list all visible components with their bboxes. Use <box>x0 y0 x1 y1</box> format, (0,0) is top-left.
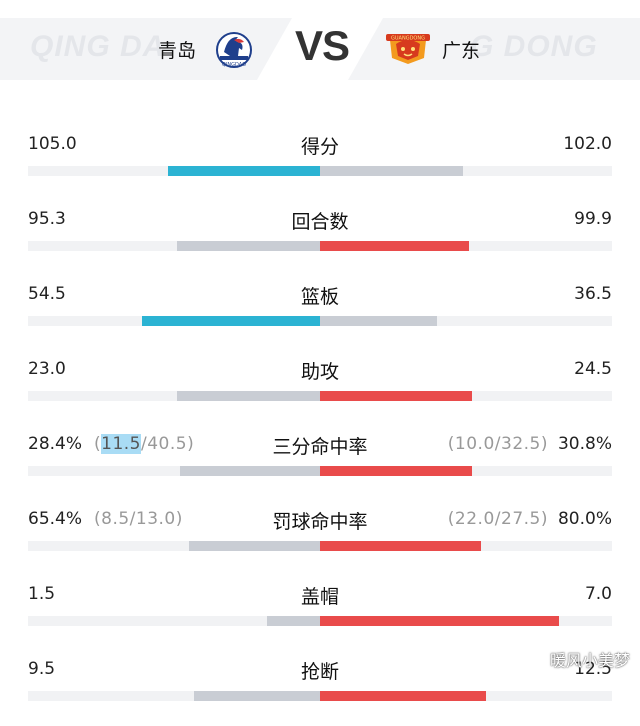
away-stat-bar <box>320 391 472 401</box>
home-stat-value: 95.3 <box>28 209 66 229</box>
home-stat-bar <box>168 166 320 176</box>
home-stat-bar <box>194 691 320 701</box>
stat-row: 65.4% (8.5/13.0) 罚球命中率 (22.0/27.5) 80.0% <box>0 501 640 576</box>
matchup-header: QING DA G DONG 青岛 QINGDAO VS GUANGDONG 广… <box>0 0 640 100</box>
home-stat-value: 23.0 <box>28 359 66 379</box>
stat-row: 105.0 得分 102.0 <box>0 126 640 201</box>
stat-row: 54.5 篮板 36.5 <box>0 276 640 351</box>
stat-label: 得分 <box>300 136 339 158</box>
home-detail-text: (8.5/13.0) <box>94 509 183 529</box>
qingdao-eagles-logo[interactable]: QINGDAO <box>214 28 254 72</box>
home-team-name[interactable]: 青岛 <box>158 40 197 62</box>
stat-bar-track <box>28 616 612 626</box>
stat-bar-track <box>28 166 612 176</box>
away-stat-bar <box>320 316 437 326</box>
away-stat-bar <box>320 691 487 701</box>
vs-label: VS <box>294 22 350 69</box>
stat-bar-track <box>28 691 612 701</box>
away-stat-value: 99.9 <box>574 209 612 229</box>
stat-row: 28.4% (11.5/40.5) 三分命中率 (10.0/32.5) 30.8% <box>0 426 640 501</box>
home-watermark: QING DA <box>30 30 166 63</box>
away-stat-value: 24.5 <box>574 359 612 379</box>
svg-text:GUANGDONG: GUANGDONG <box>391 36 425 42</box>
home-stat-value: 1.5 <box>28 584 56 604</box>
away-stat-bar <box>320 241 469 251</box>
away-stat-value: 102.0 <box>563 134 612 154</box>
guangdong-tigers-logo[interactable]: GUANGDONG <box>384 32 432 66</box>
svg-text:QINGDAO: QINGDAO <box>222 62 246 68</box>
home-stat-bar <box>179 466 320 476</box>
stat-bar-track <box>28 241 612 251</box>
stat-row: 95.3 回合数 99.9 <box>0 201 640 276</box>
stat-bar-track <box>28 391 612 401</box>
home-detail-text: ( <box>94 434 102 454</box>
home-stat-bar <box>188 541 320 551</box>
away-stat-value: 80.0% <box>557 509 612 529</box>
home-stat-value: 65.4% <box>28 509 83 529</box>
stat-label: 回合数 <box>291 211 349 233</box>
stat-label: 抢断 <box>300 661 339 683</box>
home-stat-detail: (11.5/40.5) <box>94 434 194 454</box>
stat-row: 1.5 盖帽 7.0 <box>0 576 640 651</box>
away-stat-value: 36.5 <box>574 284 612 304</box>
home-stat-bar <box>267 616 320 626</box>
stat-label: 盖帽 <box>300 586 339 608</box>
home-stat-value: 28.4% <box>28 434 83 454</box>
away-stat-value: 30.8% <box>557 434 612 454</box>
stat-row: 9.5 抢断 12.5 <box>0 651 640 726</box>
home-stat-value: 54.5 <box>28 284 66 304</box>
home-stat-bar <box>141 316 320 326</box>
away-stat-bar <box>320 616 560 626</box>
away-team-name[interactable]: 广东 <box>442 40 481 62</box>
highlighted-text[interactable]: 11.5 <box>101 434 141 454</box>
stat-bar-track <box>28 541 612 551</box>
stat-label: 助攻 <box>300 361 339 383</box>
stat-row: 23.0 助攻 24.5 <box>0 351 640 426</box>
home-stat-detail: (8.5/13.0) <box>94 509 183 529</box>
away-stat-detail: (22.0/27.5) <box>447 509 548 529</box>
home-stat-value: 105.0 <box>28 134 77 154</box>
stat-label: 篮板 <box>300 286 339 308</box>
home-stat-bar <box>176 241 320 251</box>
home-detail-text: /40.5) <box>141 434 195 454</box>
stat-bar-track <box>28 316 612 326</box>
home-stat-bar <box>176 391 320 401</box>
corner-watermark: 暖风小美梦 <box>549 651 630 670</box>
away-stat-bar <box>320 541 481 551</box>
away-stat-value: 7.0 <box>584 584 612 604</box>
away-stat-value: 12.5 <box>574 659 612 679</box>
away-stat-bar <box>320 466 472 476</box>
home-stat-value: 9.5 <box>28 659 56 679</box>
away-watermark: G DONG <box>470 30 598 63</box>
away-stat-bar <box>320 166 464 176</box>
stat-bar-track <box>28 466 612 476</box>
away-stat-detail: (10.0/32.5) <box>447 434 548 454</box>
